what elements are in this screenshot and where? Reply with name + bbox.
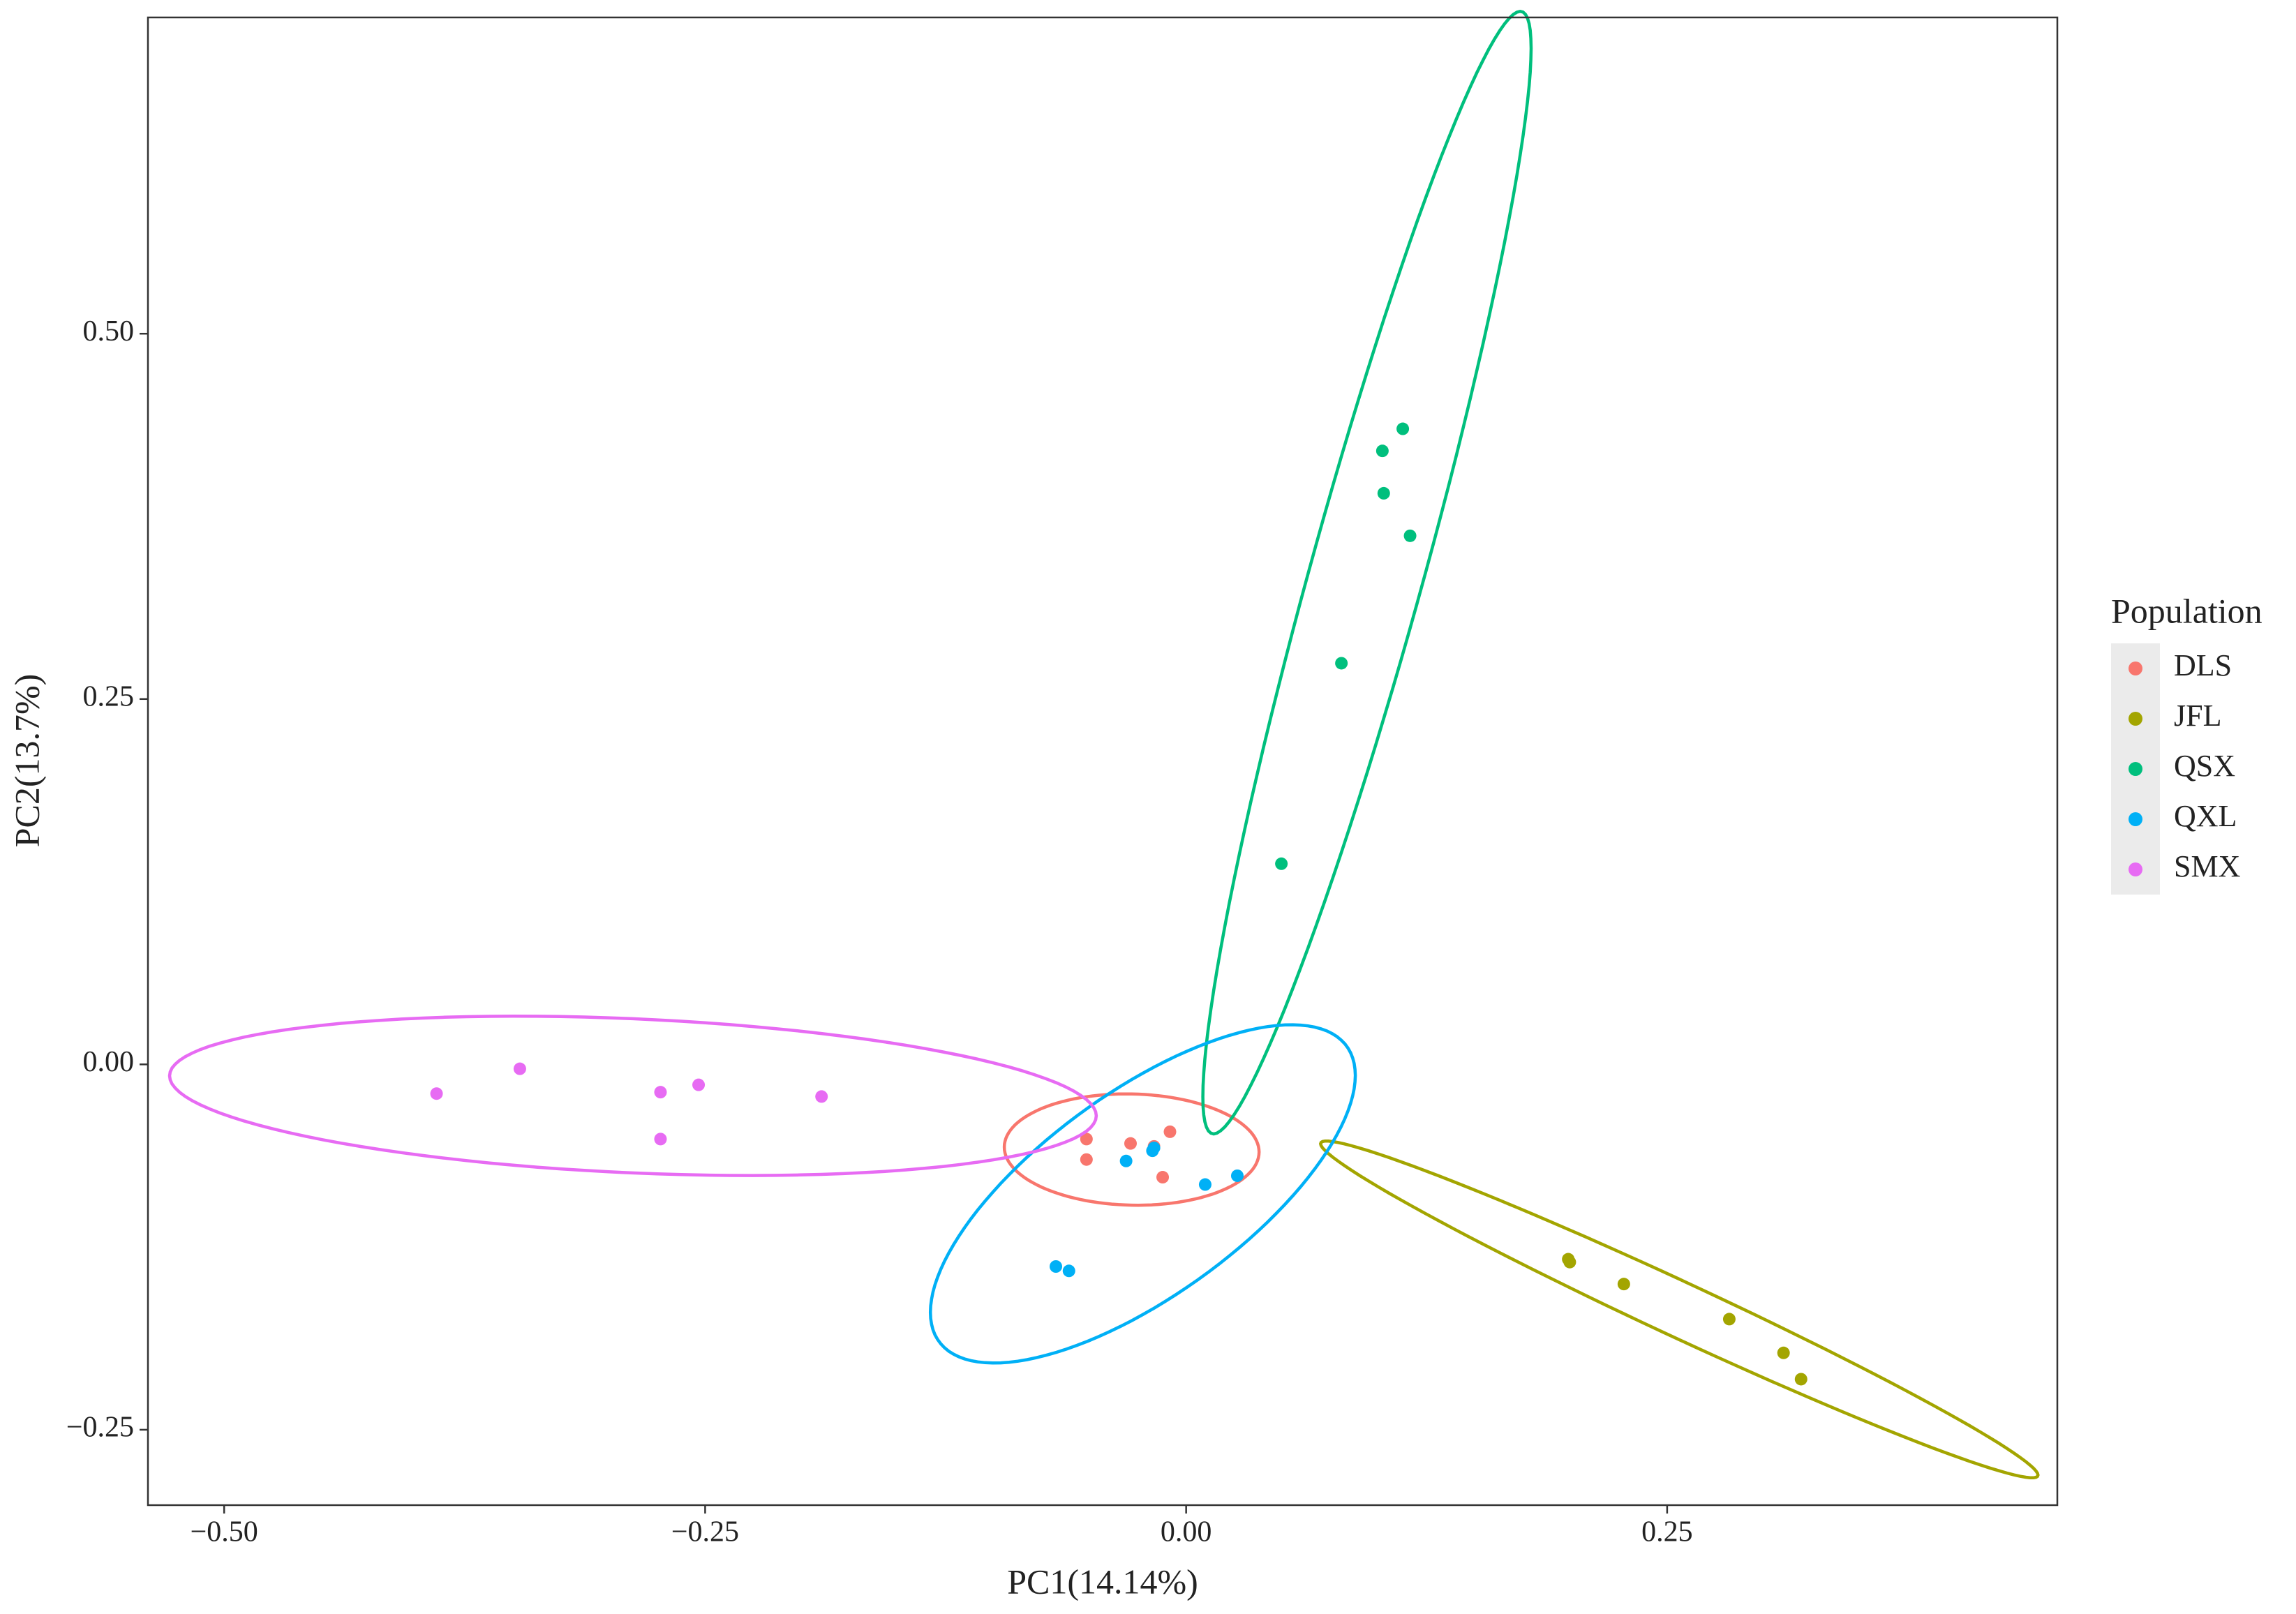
legend-label: SMX bbox=[2174, 849, 2240, 883]
point bbox=[1050, 1260, 1063, 1273]
point bbox=[1147, 1141, 1161, 1154]
legend-label: JFL bbox=[2174, 698, 2221, 733]
confidence-ellipse bbox=[1002, 1092, 1261, 1207]
legend-marker bbox=[2129, 712, 2142, 726]
legend-marker bbox=[2129, 762, 2142, 776]
y-axis-title: PC2(13.7%) bbox=[7, 674, 46, 848]
point bbox=[1376, 444, 1389, 458]
confidence-ellipse bbox=[1318, 1139, 2040, 1480]
y-tick-label: 0.00 bbox=[83, 1046, 135, 1078]
x-tick-label: 0.25 bbox=[1641, 1516, 1693, 1548]
confidence-ellipse bbox=[1201, 9, 1533, 1136]
point bbox=[1080, 1133, 1093, 1146]
y-tick-label: −0.25 bbox=[66, 1412, 134, 1444]
point bbox=[1377, 486, 1390, 500]
plot-border bbox=[147, 16, 2059, 1507]
point bbox=[1335, 657, 1348, 670]
point bbox=[513, 1062, 526, 1075]
point bbox=[1124, 1137, 1137, 1150]
point bbox=[1156, 1171, 1170, 1184]
point bbox=[1617, 1278, 1630, 1291]
point bbox=[430, 1087, 443, 1100]
confidence-ellipse bbox=[928, 1023, 1357, 1365]
x-axis-title: PC1(14.14%) bbox=[1007, 1562, 1198, 1601]
point bbox=[1794, 1373, 1807, 1386]
point bbox=[654, 1133, 667, 1146]
y-tick-label: 0.25 bbox=[83, 680, 135, 712]
confidence-ellipse bbox=[167, 1015, 1098, 1177]
point bbox=[1062, 1264, 1075, 1278]
point bbox=[1777, 1346, 1790, 1359]
x-tick-label: −0.50 bbox=[191, 1516, 258, 1548]
x-tick-label: −0.25 bbox=[671, 1516, 739, 1548]
legend-marker bbox=[2129, 662, 2142, 675]
legend-title: Population bbox=[2111, 591, 2263, 630]
x-tick-label: 0.00 bbox=[1161, 1516, 1212, 1548]
point bbox=[815, 1090, 828, 1103]
legend-marker bbox=[2129, 812, 2142, 826]
y-tick-label: 0.50 bbox=[83, 315, 135, 348]
legend-label: QSX bbox=[2174, 749, 2235, 783]
point bbox=[1275, 857, 1288, 870]
point bbox=[1722, 1313, 1736, 1326]
point bbox=[1080, 1153, 1093, 1166]
point bbox=[654, 1086, 667, 1099]
point bbox=[1119, 1154, 1133, 1167]
legend-label: DLS bbox=[2174, 648, 2232, 682]
point bbox=[1230, 1169, 1244, 1182]
point bbox=[692, 1078, 706, 1091]
legend-label: QXL bbox=[2174, 799, 2237, 833]
point bbox=[1563, 1255, 1576, 1269]
point bbox=[1163, 1125, 1177, 1138]
point bbox=[1198, 1178, 1212, 1191]
point bbox=[1396, 422, 1410, 435]
point bbox=[1403, 529, 1417, 542]
legend-marker bbox=[2129, 862, 2142, 876]
